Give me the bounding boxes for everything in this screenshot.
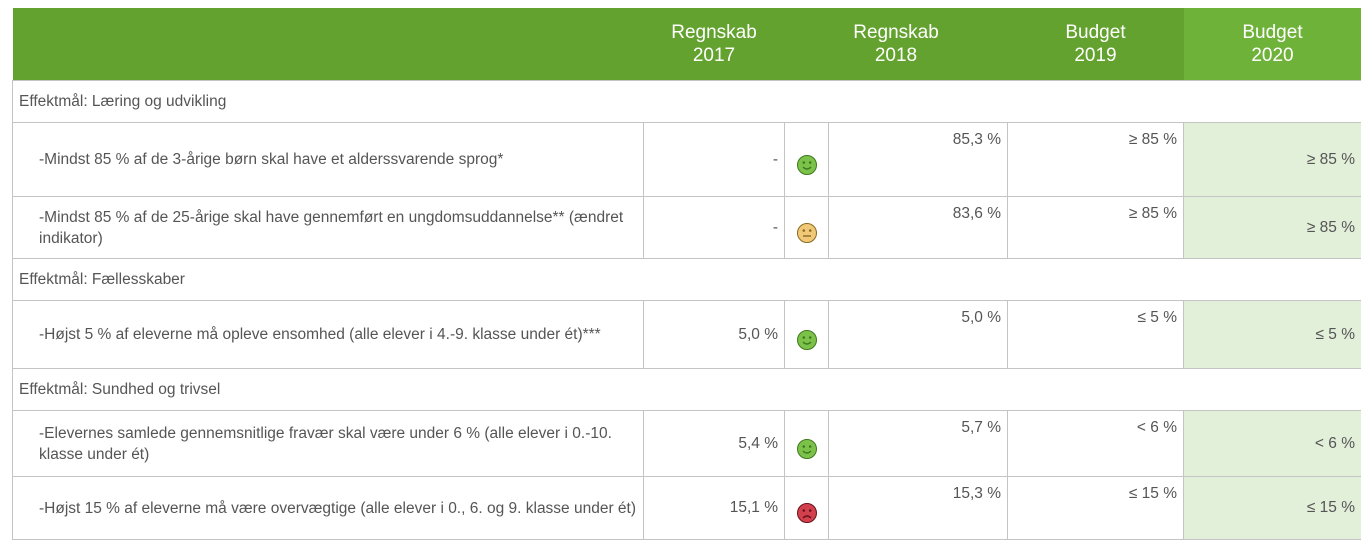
- table: Regnskab 2017 Regnskab 2018 Budget 2019 Bud…: [12, 8, 1361, 540]
- cell: 15,1 %: [643, 476, 785, 540]
- status-cell: [784, 196, 829, 259]
- cell: ≤ 5 %: [1007, 300, 1184, 369]
- section-row: Effektmål: Læring og udvikling: [12, 80, 1361, 123]
- section-title: Effektmål: Fællesskaber: [12, 258, 1361, 301]
- data-row: -Mindst 85 % af de 25-årige skal have ge…: [12, 196, 1361, 259]
- row-label: -Mindst 85 % af de 25-årige skal have ge…: [12, 196, 644, 259]
- cell: 5,0 %: [828, 300, 1008, 369]
- status-cell: [784, 410, 829, 477]
- cell: 5,4 %: [643, 410, 785, 477]
- cell: ≤ 15 %: [1183, 476, 1361, 540]
- row-label: -Højst 15 % af eleverne må være overvægt…: [12, 476, 644, 540]
- data-row: -Mindst 85 % af de 3-årige børn skal hav…: [12, 122, 1361, 197]
- data-row: -Højst 15 % af eleverne må være overvægt…: [12, 476, 1361, 540]
- cell: ≥ 85 %: [1183, 122, 1361, 197]
- row-label: -Mindst 85 % af de 3-årige børn skal hav…: [12, 122, 644, 197]
- cell: ≤ 5 %: [1183, 300, 1361, 369]
- status-cell: [784, 300, 829, 369]
- status-cell: [784, 476, 829, 540]
- row-label: -Elevernes samlede gennemsnitlige fravær…: [12, 410, 644, 477]
- col-head: Regnskab 2017: [643, 8, 785, 81]
- header-row: Regnskab 2017 Regnskab 2018 Budget 2019 Bud…: [12, 8, 1361, 81]
- status-cell: [784, 122, 829, 197]
- smiley: [796, 222, 817, 243]
- cell: 15,3 %: [828, 476, 1008, 540]
- col-head: Budget 2019: [1007, 8, 1184, 81]
- cell: < 6 %: [1007, 410, 1184, 477]
- cell: 83,6 %: [828, 196, 1008, 259]
- cell: ≥ 85 %: [1007, 122, 1184, 197]
- cell: 85,3 %: [828, 122, 1008, 197]
- col-head: Regnskab 2018: [784, 8, 1008, 81]
- cell: ≤ 15 %: [1007, 476, 1184, 540]
- cell: 5,7 %: [828, 410, 1008, 477]
- cell: < 6 %: [1183, 410, 1361, 477]
- section-row: Effektmål: Sundhed og trivsel: [12, 368, 1361, 411]
- cell: ≥ 85 %: [1183, 196, 1361, 259]
- section-title: Effektmål: Sundhed og trivsel: [12, 368, 1361, 411]
- col-head: Budget 2020: [1183, 8, 1361, 81]
- smiley: [796, 503, 817, 523]
- smiley: [796, 154, 817, 175]
- blank: [12, 8, 644, 81]
- data-row: -Højst 5 % af eleverne må opleve ensomhe…: [12, 300, 1361, 369]
- section-title: Effektmål: Læring og udvikling: [12, 80, 1361, 123]
- cell: 5,0 %: [643, 300, 785, 369]
- cell: ≥ 85 %: [1007, 196, 1184, 259]
- section-row: Effektmål: Fællesskaber: [12, 258, 1361, 301]
- row-label: -Højst 5 % af eleverne må opleve ensomhe…: [12, 300, 644, 369]
- smiley: [796, 438, 817, 459]
- cell: -: [643, 122, 785, 197]
- data-row: -Elevernes samlede gennemsnitlige fravær…: [12, 410, 1361, 477]
- smiley: [796, 329, 817, 350]
- cell: -: [643, 196, 785, 259]
